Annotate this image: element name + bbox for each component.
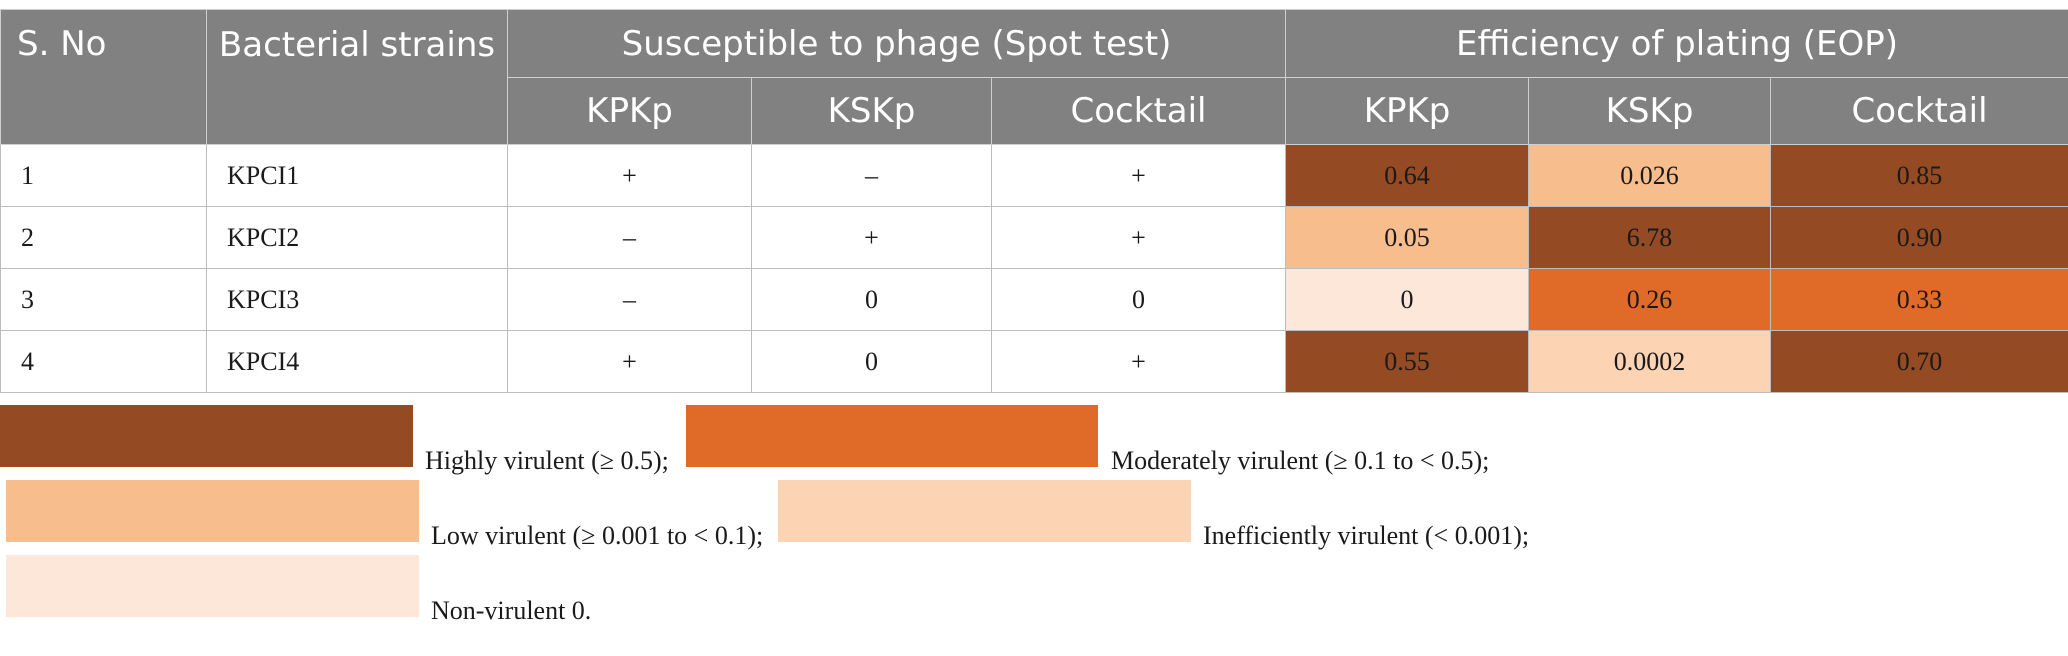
header-bacterial-strains: Bacterial strains: [206, 9, 508, 145]
header-eop: Efficiency of plating (EOP): [1285, 9, 2068, 78]
header-spot-cocktail: Cocktail: [990, 77, 1287, 145]
cell-sno: 1: [0, 144, 207, 207]
cell-spot-cocktail: +: [990, 144, 1287, 207]
cell-spot-cocktail: +: [990, 206, 1287, 269]
cell-sno: 2: [0, 206, 207, 269]
eop-table-container: S. No Bacterial strains Susceptible to p…: [0, 9, 2068, 393]
legend-label-highly: Highly virulent (≥ 0.5);: [425, 446, 669, 475]
legend-swatch-inefficient: [778, 480, 1191, 542]
cell-eop-cocktail: 0.90: [1770, 206, 2068, 269]
header-row-2: KPKp KSKp Cocktail KPKp KSKp Cocktail: [1, 77, 2068, 145]
cell-eop-kskp: 0.26: [1528, 268, 1772, 331]
cell-eop-cocktail: 0.33: [1770, 268, 2068, 331]
legend-label-moderately: Moderately virulent (≥ 0.1 to < 0.5);: [1111, 446, 1490, 475]
legend-swatch-moderately: [686, 405, 1098, 467]
cell-spot-cocktail: +: [990, 330, 1287, 393]
cell-strain: KPCI4: [206, 330, 508, 393]
header-spot-kskp: KSKp: [751, 77, 992, 145]
phage-susceptibility-table: S. No Bacterial strains Susceptible to p…: [0, 9, 2068, 393]
header-row-1: S. No Bacterial strains Susceptible to p…: [0, 9, 2068, 145]
header-sno: S. No: [0, 9, 207, 145]
table-row: 1 KPCI1 + – + 0.64 0.026 0.85: [0, 144, 2068, 207]
cell-eop-kskp: 0.026: [1528, 144, 1772, 207]
header-eop-kskp: KSKp: [1528, 77, 1772, 145]
cell-eop-kpkp: 0.64: [1285, 144, 1530, 207]
cell-spot-kpkp: +: [507, 144, 752, 207]
legend-swatch-non: [6, 555, 419, 617]
cell-sno: 4: [0, 330, 207, 393]
cell-spot-kskp: +: [751, 206, 992, 269]
header-spot-kpkp: KPKp: [507, 77, 752, 145]
cell-eop-cocktail: 0.70: [1770, 330, 2068, 393]
legend-label-non: Non-virulent 0.: [431, 596, 592, 625]
cell-eop-kskp: 0.0002: [1528, 330, 1772, 393]
legend-swatch-low: [6, 480, 419, 542]
cell-eop-kskp: 6.78: [1528, 206, 1772, 269]
legend-label-low: Low virulent (≥ 0.001 to < 0.1);: [431, 521, 764, 550]
table-row: 3 KPCI3 – 0 0 0 0.26 0.33: [0, 268, 2068, 331]
cell-spot-kpkp: +: [507, 330, 752, 393]
cell-strain: KPCI1: [206, 144, 508, 207]
header-eop-cocktail: Cocktail: [1770, 77, 2068, 145]
legend-label-inefficient: Inefficiently virulent (< 0.001);: [1203, 521, 1530, 550]
cell-spot-cocktail: 0: [990, 268, 1287, 331]
cell-strain: KPCI2: [206, 206, 508, 269]
cell-spot-kpkp: –: [507, 268, 752, 331]
header-spot-test: Susceptible to phage (Spot test): [506, 9, 1287, 78]
cell-sno: 3: [0, 268, 207, 331]
cell-strain: KPCI3: [206, 268, 508, 331]
cell-eop-kpkp: 0: [1285, 268, 1530, 331]
cell-eop-kpkp: 0.05: [1285, 206, 1530, 269]
cell-eop-kpkp: 0.55: [1285, 330, 1530, 393]
cell-eop-cocktail: 0.85: [1770, 144, 2068, 207]
legend-swatch-highly: [0, 405, 413, 467]
cell-spot-kskp: 0: [751, 330, 992, 393]
cell-spot-kpkp: –: [507, 206, 752, 269]
table-row: 4 KPCI4 + 0 + 0.55 0.0002 0.70: [0, 330, 2068, 393]
cell-spot-kskp: 0: [751, 268, 992, 331]
header-eop-kpkp: KPKp: [1285, 77, 1530, 145]
cell-spot-kskp: –: [751, 144, 992, 207]
table-row: 2 KPCI2 – + + 0.05 6.78 0.90: [0, 206, 2068, 269]
virulence-legend: Highly virulent (≥ 0.5); Moderately viru…: [0, 400, 2068, 656]
